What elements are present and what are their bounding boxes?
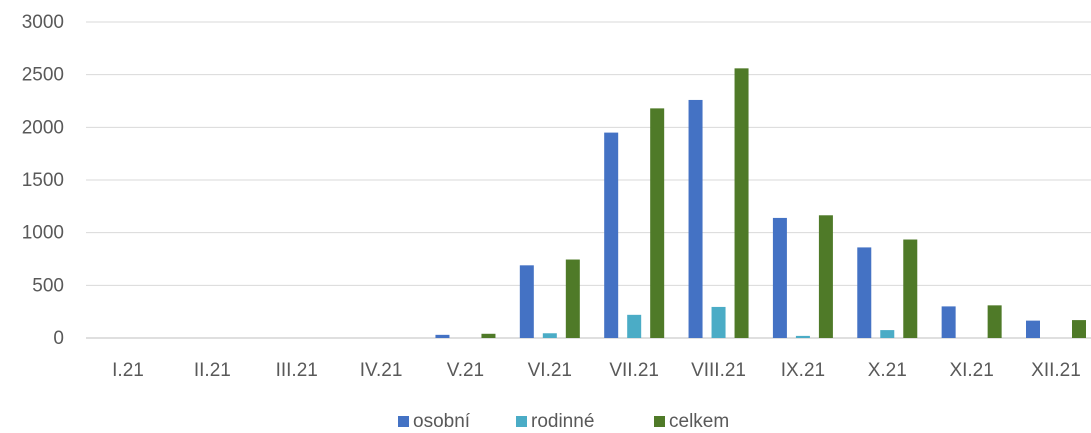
x-tick-label: I.21 (112, 360, 144, 381)
bar-rodinné-IX.21 (795, 335, 810, 338)
x-tick-label: XII.21 (1031, 360, 1081, 381)
x-tick-label: IX.21 (781, 360, 825, 381)
bar-celkem-VII.21 (650, 108, 665, 338)
y-tick-label: 2500 (22, 65, 64, 86)
bar-osobní-XI.21 (941, 306, 956, 338)
bar-osobní-VII.21 (604, 132, 619, 338)
x-tick-label: IV.21 (360, 360, 403, 381)
legend-swatch-rodinné (516, 416, 527, 427)
legend: osobní rodinné celkem (398, 411, 729, 432)
legend-label-osobní: osobní (413, 411, 471, 432)
x-tick-label: XI.21 (949, 360, 993, 381)
bar-osobní-VI.21 (519, 265, 534, 338)
x-tick-label: V.21 (447, 360, 484, 381)
y-tick-label: 500 (32, 275, 64, 296)
x-tick-label: X.21 (868, 360, 907, 381)
x-tick-label: II.21 (194, 360, 231, 381)
bar-celkem-XI.21 (987, 305, 1002, 338)
x-tick-label: VIII.21 (691, 360, 746, 381)
bar-celkem-VIII.21 (734, 68, 749, 338)
x-tick-label: III.21 (276, 360, 318, 381)
bar-osobní-IX.21 (772, 217, 787, 338)
legend-label-rodinné: rodinné (531, 411, 594, 432)
bar-celkem-IX.21 (818, 215, 833, 338)
y-tick-label: 0 (53, 328, 64, 349)
legend-swatch-osobní (398, 416, 409, 427)
bar-rodinné-X.21 (880, 330, 895, 338)
bar-osobní-VIII.21 (688, 99, 703, 339)
y-tick-label: 1000 (22, 223, 64, 244)
x-axis-ticks: I.21 II.21 III.21 IV.21 V.21 VI.21 VII.21 VIII.… (112, 360, 1081, 381)
bar-celkem-XII.21 (1072, 320, 1086, 338)
bar-rodinné-VIII.21 (711, 306, 726, 338)
bar-rodinné-VI.21 (542, 333, 557, 338)
bar-osobní-V.21 (435, 334, 450, 338)
y-tick-label: 1500 (22, 170, 64, 191)
bars (435, 68, 1086, 339)
gridlines (86, 21, 1091, 339)
legend-swatch-celkem (654, 416, 665, 427)
bar-celkem-X.21 (903, 239, 918, 338)
y-axis-ticks: 0 500 1000 1500 2000 2500 3000 (22, 12, 64, 349)
bar-osobní-XII.21 (1026, 320, 1040, 338)
bar-rodinné-VII.21 (627, 314, 642, 338)
bar-celkem-VI.21 (565, 259, 580, 338)
x-tick-label: VI.21 (528, 360, 572, 381)
bar-osobní-X.21 (857, 247, 872, 338)
legend-label-celkem: celkem (669, 411, 729, 432)
x-tick-label: VII.21 (609, 360, 659, 381)
y-tick-label: 2000 (22, 117, 64, 138)
bar-celkem-V.21 (481, 333, 496, 338)
y-tick-label: 3000 (22, 12, 64, 33)
